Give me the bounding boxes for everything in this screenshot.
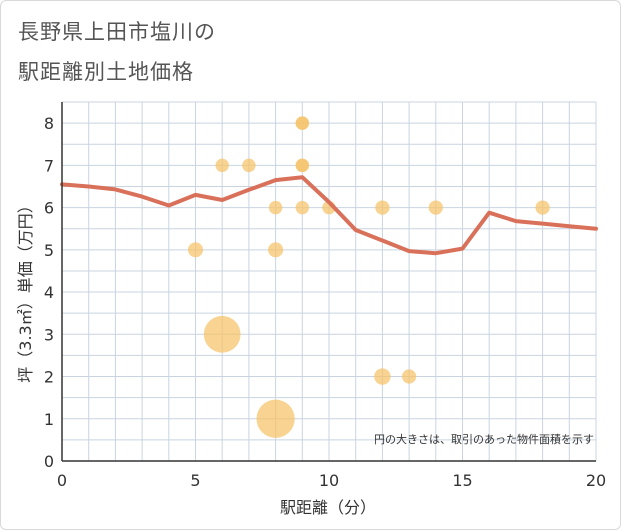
x-tick-label: 0	[57, 471, 67, 490]
y-tick-label: 5	[44, 241, 54, 260]
line-layer	[60, 175, 598, 256]
data-point	[295, 158, 310, 173]
y-tick-label: 0	[44, 452, 54, 471]
y-tick-label: 1	[44, 410, 54, 429]
data-point	[256, 399, 295, 438]
y-tick-label: 7	[44, 156, 54, 175]
data-point	[215, 158, 229, 173]
data-point	[268, 200, 283, 215]
y-tick-label: 3	[44, 325, 54, 344]
y-axis-label: 坪（3.3㎡）単価（万円）	[16, 197, 35, 382]
data-point	[188, 242, 203, 258]
axes: 0 1 2 3 4 5 6 7 8 0 5 10 15 20	[44, 102, 606, 490]
x-tick-label: 20	[586, 471, 606, 490]
data-point	[295, 116, 310, 130]
y-tick-label: 2	[44, 368, 54, 387]
data-point	[242, 158, 256, 173]
y-tick-label: 6	[44, 199, 54, 218]
data-point	[401, 369, 417, 384]
grid	[61, 101, 597, 462]
data-point	[374, 368, 391, 385]
data-point	[203, 315, 241, 353]
bubble-layer	[188, 116, 550, 438]
data-point	[268, 242, 284, 258]
y-tick-label: 4	[44, 283, 54, 302]
x-tick-label: 5	[190, 471, 200, 490]
page-title: 長野県上田市塩川の	[18, 20, 216, 44]
y-tick-label: 8	[44, 114, 54, 133]
x-tick-label: 15	[452, 471, 472, 490]
data-point	[428, 200, 443, 215]
x-tick-label: 10	[319, 471, 339, 490]
page-subtitle: 駅距離別土地価格	[18, 60, 194, 84]
series-line	[60, 175, 598, 256]
data-point	[375, 200, 390, 215]
chart-note: 円の大きさは、取引のあった物件面積を示す	[374, 432, 594, 446]
data-point	[535, 200, 550, 215]
data-point	[295, 200, 310, 215]
x-axis-label: 駅距離（分）	[280, 498, 376, 517]
